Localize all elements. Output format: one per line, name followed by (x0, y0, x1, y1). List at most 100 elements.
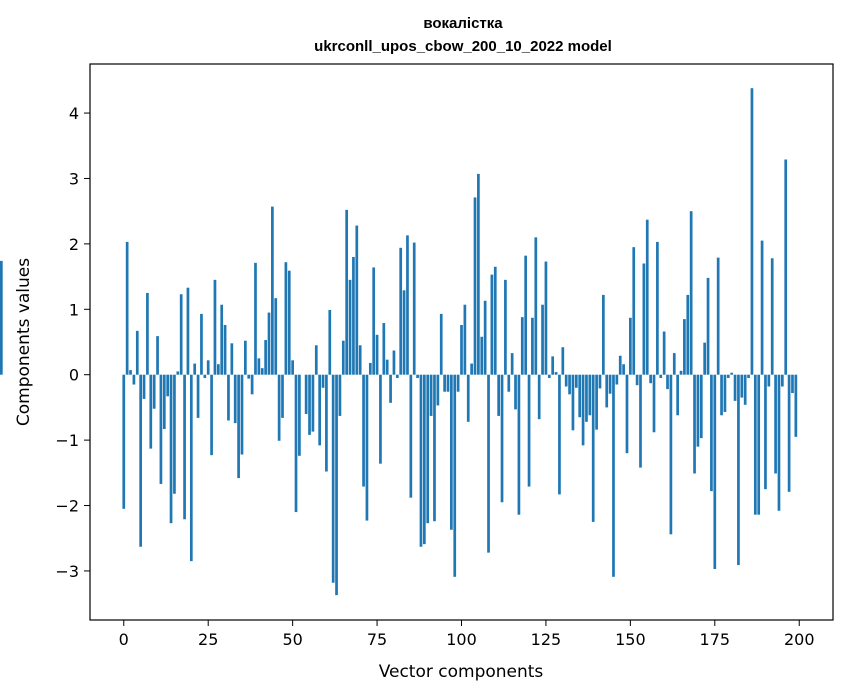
bar (601, 294, 605, 375)
bar (784, 159, 788, 375)
bar (767, 374, 771, 387)
bar (696, 374, 700, 447)
bar (287, 270, 291, 375)
bar (490, 274, 494, 375)
bar (325, 374, 328, 472)
bar (210, 374, 213, 456)
bar (774, 374, 777, 474)
bar (568, 374, 571, 395)
bar (271, 206, 274, 375)
bar (352, 256, 355, 375)
bar (179, 294, 183, 375)
bar (450, 374, 453, 530)
y-tick-label: 3 (69, 169, 79, 188)
y-tick-label: 1 (69, 300, 79, 319)
bar (497, 374, 501, 416)
bar (254, 262, 257, 375)
bar (517, 374, 521, 515)
x-tick-label: 200 (784, 630, 815, 649)
bar (149, 374, 153, 449)
bar (230, 343, 234, 375)
bar (544, 261, 548, 375)
bar (304, 374, 308, 414)
bar (777, 374, 781, 511)
bar (402, 290, 406, 375)
bar (129, 370, 132, 375)
bar (237, 374, 240, 479)
bar (622, 364, 625, 375)
bar (372, 267, 376, 375)
bar (632, 247, 636, 375)
bar (267, 312, 271, 375)
bar (686, 294, 690, 375)
bar (186, 287, 190, 375)
bar (348, 279, 352, 375)
x-tick-label: 75 (367, 630, 387, 649)
bar (284, 262, 288, 375)
bar (277, 374, 281, 441)
bar (703, 342, 707, 375)
bar (760, 240, 764, 375)
bar (216, 364, 220, 375)
bar (706, 277, 710, 375)
bar (200, 313, 203, 375)
bar (274, 298, 278, 375)
bar (510, 353, 514, 375)
bar (240, 374, 244, 455)
bar (737, 374, 740, 566)
bar (406, 235, 409, 375)
bar (308, 374, 311, 435)
bar (527, 374, 531, 487)
bar (598, 374, 602, 389)
bar (298, 374, 301, 456)
bar (196, 374, 200, 418)
bar (166, 374, 170, 397)
bar (666, 374, 669, 390)
bar (493, 266, 497, 375)
bar (581, 374, 585, 446)
bar (382, 323, 386, 375)
bar (615, 374, 619, 385)
bar (645, 219, 649, 375)
bar (385, 359, 389, 375)
x-axis-label: Vector components (379, 662, 544, 682)
y-tick-label: 0 (69, 366, 79, 385)
bar (534, 237, 538, 375)
bar (504, 279, 507, 375)
bar (389, 374, 392, 403)
bar (412, 242, 416, 375)
bar (477, 173, 480, 375)
bar (591, 374, 595, 522)
bar (551, 356, 555, 375)
bar (466, 374, 470, 422)
bar (419, 374, 423, 547)
bar (206, 360, 210, 375)
bar (453, 374, 457, 577)
bar (693, 374, 696, 474)
y-tick-label: 4 (69, 104, 79, 123)
bar (0, 260, 3, 375)
bar (395, 374, 399, 378)
bar (162, 374, 166, 429)
bar (291, 360, 294, 375)
bar (281, 374, 284, 418)
chart-title-line-2: ukrconll_upos_cbow_200_10_2022 model (314, 38, 612, 55)
y-tick-label: −1 (55, 431, 79, 450)
bar (689, 211, 693, 375)
bar (585, 374, 588, 422)
bar (720, 374, 723, 416)
bar (368, 362, 372, 375)
bar (358, 345, 362, 375)
bar (250, 374, 254, 395)
y-tick-label: −3 (55, 562, 79, 581)
x-tick-label: 125 (531, 630, 562, 649)
bar (460, 324, 463, 375)
bar (635, 374, 639, 386)
bar (311, 374, 315, 432)
bar (193, 363, 197, 375)
bar (524, 255, 528, 375)
bar (683, 319, 686, 375)
bar (554, 372, 558, 375)
bar (730, 372, 734, 375)
bar (470, 363, 473, 375)
